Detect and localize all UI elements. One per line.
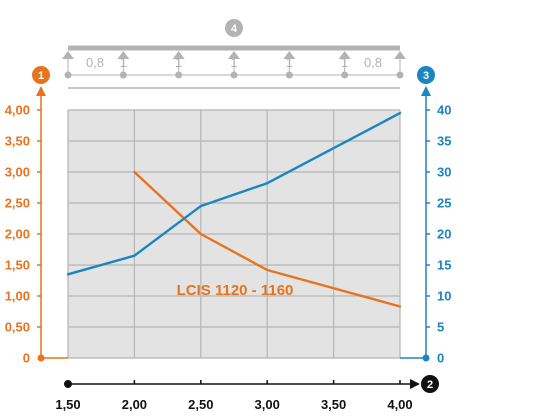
left-tick-label-4: 2,00 [5, 227, 30, 242]
x-tick-label-0: 1,50 [55, 397, 80, 412]
span-node-1 [119, 71, 127, 79]
x-axis: 2 1,50 2,00 2,50 3,00 3,50 4,00 [55, 375, 439, 412]
x-tick-label-2: 2,50 [188, 397, 213, 412]
left-tick-label-6: 3,00 [5, 165, 30, 180]
right-axis: 3 0 5 10 15 20 25 30 35 40 [400, 66, 451, 366]
span-badge [225, 19, 243, 37]
left-axis-badge-label: 1 [38, 70, 44, 82]
span-node-0 [64, 71, 72, 79]
span-support-6 [394, 51, 406, 59]
span-node-5 [341, 71, 349, 79]
right-tick-label-8: 40 [437, 103, 451, 118]
x-tick-label-5: 4,00 [387, 397, 412, 412]
span-label-0: 0,8 [86, 55, 104, 70]
left-tick-label-0: 0 [23, 351, 30, 366]
right-axis-badge-label: 3 [423, 70, 429, 82]
span-label-5: 1 [341, 55, 348, 70]
left-tick-label-2: 1,00 [5, 289, 30, 304]
x-tick-label-1: 2,00 [122, 397, 147, 412]
left-tick-label-7: 3,50 [5, 134, 30, 149]
span-support-2 [172, 51, 185, 59]
span-support-1 [117, 51, 130, 59]
span-diagram: 0,8 1 1 1 1 1 0,8 4 [62, 19, 406, 89]
series-line-blue [66, 111, 402, 276]
right-tick-label-1: 5 [437, 320, 444, 335]
x-axis-arrow [410, 379, 420, 389]
span-label-3: 1 [230, 55, 237, 70]
left-axis-badge [32, 66, 50, 84]
left-tick-label-3: 1,50 [5, 258, 30, 273]
left-tick-label-1: 0,50 [5, 320, 30, 335]
series-label-lcis: LCIS 1120 - 1160 [177, 282, 294, 299]
left-tick-label-8: 4,00 [5, 103, 30, 118]
right-tick-label-3: 15 [437, 258, 451, 273]
span-node-3 [230, 71, 238, 79]
span-node-2 [175, 71, 183, 79]
span-badge-label: 4 [231, 23, 238, 35]
span-label-2: 1 [175, 55, 182, 70]
span-support-3 [228, 51, 240, 59]
x-tick-label-3: 3,00 [255, 397, 280, 412]
right-axis-badge [417, 66, 435, 84]
right-tick-label-6: 30 [437, 165, 451, 180]
span-support-0 [62, 51, 74, 59]
right-tick-label-2: 10 [437, 289, 451, 304]
left-axis: 1 0 0,50 1,00 1,50 2,00 2,50 3,00 3,50 4,00 [5, 66, 68, 366]
right-tick-label-4: 20 [437, 227, 451, 242]
span-node-6 [396, 71, 404, 79]
span-support-5 [338, 51, 351, 59]
span-node-4 [285, 71, 293, 79]
x-axis-badge [421, 375, 439, 393]
series-layer [66, 111, 402, 308]
span-label-4: 1 [286, 55, 293, 70]
span-label-6: 0,8 [364, 55, 382, 70]
series-line-orange [133, 170, 402, 308]
left-axis-arrow [36, 86, 46, 96]
x-tick-label-4: 3,50 [321, 397, 346, 412]
x-axis-badge-label: 2 [427, 379, 433, 391]
right-tick-label-0: 0 [437, 351, 444, 366]
right-tick-label-5: 25 [437, 196, 451, 211]
span-label-1: 1 [120, 55, 127, 70]
span-support-4 [283, 51, 296, 59]
right-axis-arrow [421, 86, 431, 96]
x-axis-origin-dot [64, 380, 72, 388]
right-tick-label-7: 35 [437, 134, 451, 149]
left-tick-label-5: 2,50 [5, 196, 30, 211]
